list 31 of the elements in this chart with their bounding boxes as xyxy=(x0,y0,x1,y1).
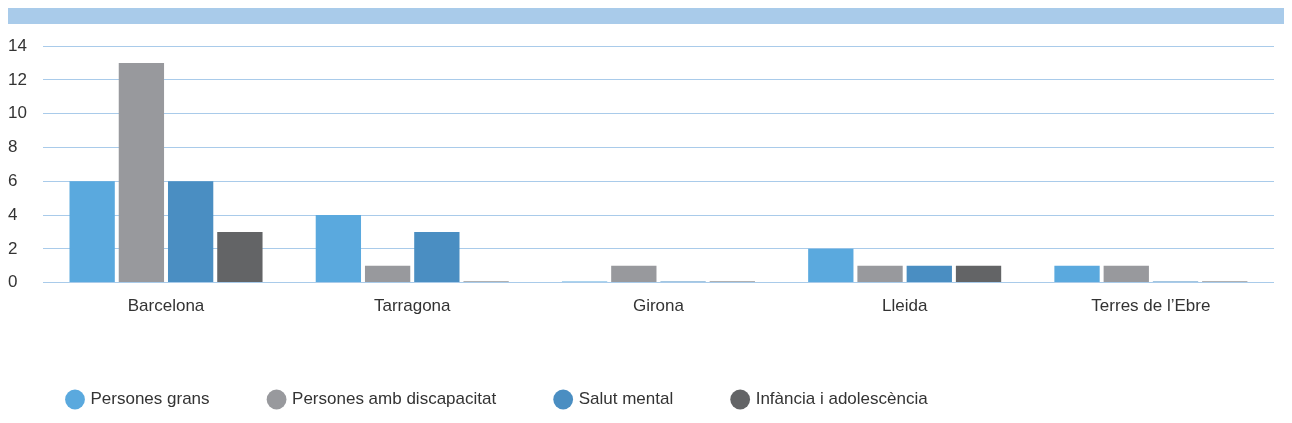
bar xyxy=(364,265,411,283)
legend-label: Infància i adolescència xyxy=(755,389,929,409)
x-tick-label: Terres de l’Ebre xyxy=(1091,296,1211,316)
bar xyxy=(69,181,115,283)
y-tick-label: 14 xyxy=(8,35,27,55)
x-tick-label: Barcelona xyxy=(127,296,205,316)
legend-label: Persones grans xyxy=(90,389,210,409)
bar xyxy=(611,265,657,283)
bar xyxy=(808,248,854,283)
bar xyxy=(414,231,460,283)
x-tick-label: Girona xyxy=(632,296,685,316)
legend-label: Salut mental xyxy=(578,389,674,409)
x-tick-label: Tarragona xyxy=(373,296,452,316)
y-tick-label: 6 xyxy=(8,170,18,190)
x-tick-label: Lleida xyxy=(881,296,928,316)
y-tick-label: 8 xyxy=(8,137,18,157)
y-tick-label: 12 xyxy=(8,69,27,89)
y-tick-label: 10 xyxy=(8,103,27,123)
y-tick-label: 2 xyxy=(8,238,18,258)
bar xyxy=(217,231,263,283)
bar xyxy=(1103,265,1149,283)
bar xyxy=(1054,265,1100,283)
bar xyxy=(118,63,165,283)
y-tick-label: 4 xyxy=(8,204,18,224)
y-tick-label: 0 xyxy=(8,272,18,292)
bar xyxy=(955,265,1002,283)
bar xyxy=(315,215,362,283)
legend-label: Persones amb discapacitat xyxy=(292,389,497,409)
bar xyxy=(906,265,952,283)
bar xyxy=(167,181,214,283)
bar xyxy=(857,265,903,283)
